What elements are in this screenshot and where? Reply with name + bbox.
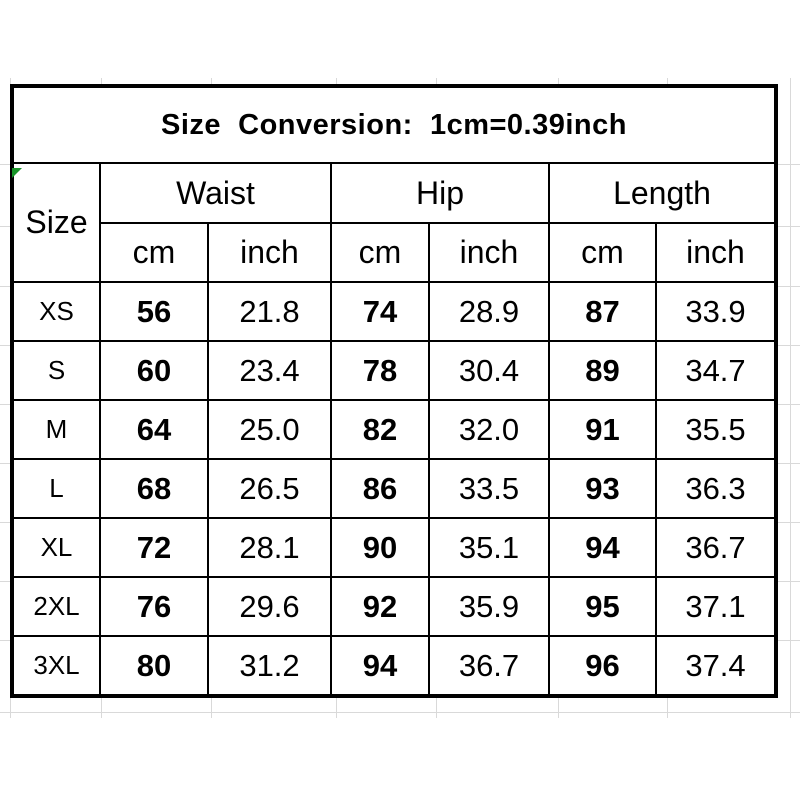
waist-inch-cell: 21.8 (207, 281, 332, 342)
cell-error-indicator-triangle-icon (12, 168, 22, 178)
size-conversion-table: Size Conversion: 1cm=0.39inch Size Waist… (10, 84, 778, 698)
size-column-header: Size (11, 162, 101, 283)
length-cm-cell: 93 (548, 458, 657, 519)
size-cell: XL (11, 517, 101, 578)
group-header-row: Size Waist Hip Length (11, 162, 777, 283)
hip-inch-header: inch (428, 222, 550, 283)
size-cell: 3XL (11, 635, 101, 697)
hip-cm-cell: 94 (330, 635, 430, 697)
waist-inch-cell: 28.1 (207, 517, 332, 578)
length-cm-cell: 96 (548, 635, 657, 697)
waist-inch-cell: 23.4 (207, 340, 332, 401)
hip-cm-cell: 78 (330, 340, 430, 401)
hip-inch-cell: 35.1 (428, 517, 550, 578)
hip-cm-cell: 90 (330, 517, 430, 578)
hip-inch-cell: 33.5 (428, 458, 550, 519)
waist-cm-cell: 56 (99, 281, 209, 342)
length-inch-cell: 34.7 (655, 340, 777, 401)
waist-cm-cell: 60 (99, 340, 209, 401)
table-row-xl: XL 72 28.1 90 35.1 94 36.7 (11, 517, 777, 578)
hip-cm-cell: 92 (330, 576, 430, 637)
hip-cm-cell: 86 (330, 458, 430, 519)
length-cm-cell: 91 (548, 399, 657, 460)
unit-header-row: cm inch cm inch cm inch (12, 222, 777, 283)
size-cell: XS (11, 281, 101, 342)
table-title: Size Conversion: 1cm=0.39inch (11, 85, 777, 164)
gridline-h (0, 712, 800, 713)
waist-inch-cell: 29.6 (207, 576, 332, 637)
hip-inch-cell: 28.9 (428, 281, 550, 342)
hip-inch-cell: 32.0 (428, 399, 550, 460)
length-inch-cell: 36.3 (655, 458, 777, 519)
hip-cm-cell: 74 (330, 281, 430, 342)
length-cm-cell: 89 (548, 340, 657, 401)
hip-cm-header: cm (330, 222, 430, 283)
length-inch-header: inch (655, 222, 777, 283)
length-cm-header: cm (548, 222, 657, 283)
waist-group-header: Waist (99, 162, 332, 224)
size-cell: 2XL (11, 576, 101, 637)
size-cell: M (11, 399, 101, 460)
hip-inch-cell: 30.4 (428, 340, 550, 401)
waist-cm-cell: 80 (99, 635, 209, 697)
hip-cm-cell: 82 (330, 399, 430, 460)
waist-cm-header: cm (99, 222, 209, 283)
length-cm-cell: 95 (548, 576, 657, 637)
waist-cm-cell: 64 (99, 399, 209, 460)
length-inch-cell: 33.9 (655, 281, 777, 342)
size-cell: S (11, 340, 101, 401)
length-inch-cell: 37.1 (655, 576, 777, 637)
length-cm-cell: 94 (548, 517, 657, 578)
table-row-3xl: 3XL 80 31.2 94 36.7 96 37.4 (11, 635, 777, 697)
table-row-l: L 68 26.5 86 33.5 93 36.3 (11, 458, 777, 519)
hip-inch-cell: 35.9 (428, 576, 550, 637)
hip-inch-cell: 36.7 (428, 635, 550, 697)
length-inch-cell: 35.5 (655, 399, 777, 460)
table-row-s: S 60 23.4 78 30.4 89 34.7 (11, 340, 777, 401)
length-inch-cell: 37.4 (655, 635, 777, 697)
hip-group-header: Hip (330, 162, 550, 224)
waist-inch-header: inch (207, 222, 332, 283)
table-row-m: M 64 25.0 82 32.0 91 35.5 (11, 399, 777, 460)
table-row-2xl: 2XL 76 29.6 92 35.9 95 37.1 (11, 576, 777, 637)
length-cm-cell: 87 (548, 281, 657, 342)
length-group-header: Length (548, 162, 777, 224)
waist-cm-cell: 72 (99, 517, 209, 578)
size-cell: L (11, 458, 101, 519)
waist-cm-cell: 68 (99, 458, 209, 519)
gridline-v (790, 78, 791, 718)
waist-inch-cell: 31.2 (207, 635, 332, 697)
table-row-xs: XS 56 21.8 74 28.9 87 33.9 (11, 281, 777, 342)
waist-inch-cell: 26.5 (207, 458, 332, 519)
title-row: Size Conversion: 1cm=0.39inch (11, 85, 777, 164)
waist-cm-cell: 76 (99, 576, 209, 637)
waist-inch-cell: 25.0 (207, 399, 332, 460)
length-inch-cell: 36.7 (655, 517, 777, 578)
